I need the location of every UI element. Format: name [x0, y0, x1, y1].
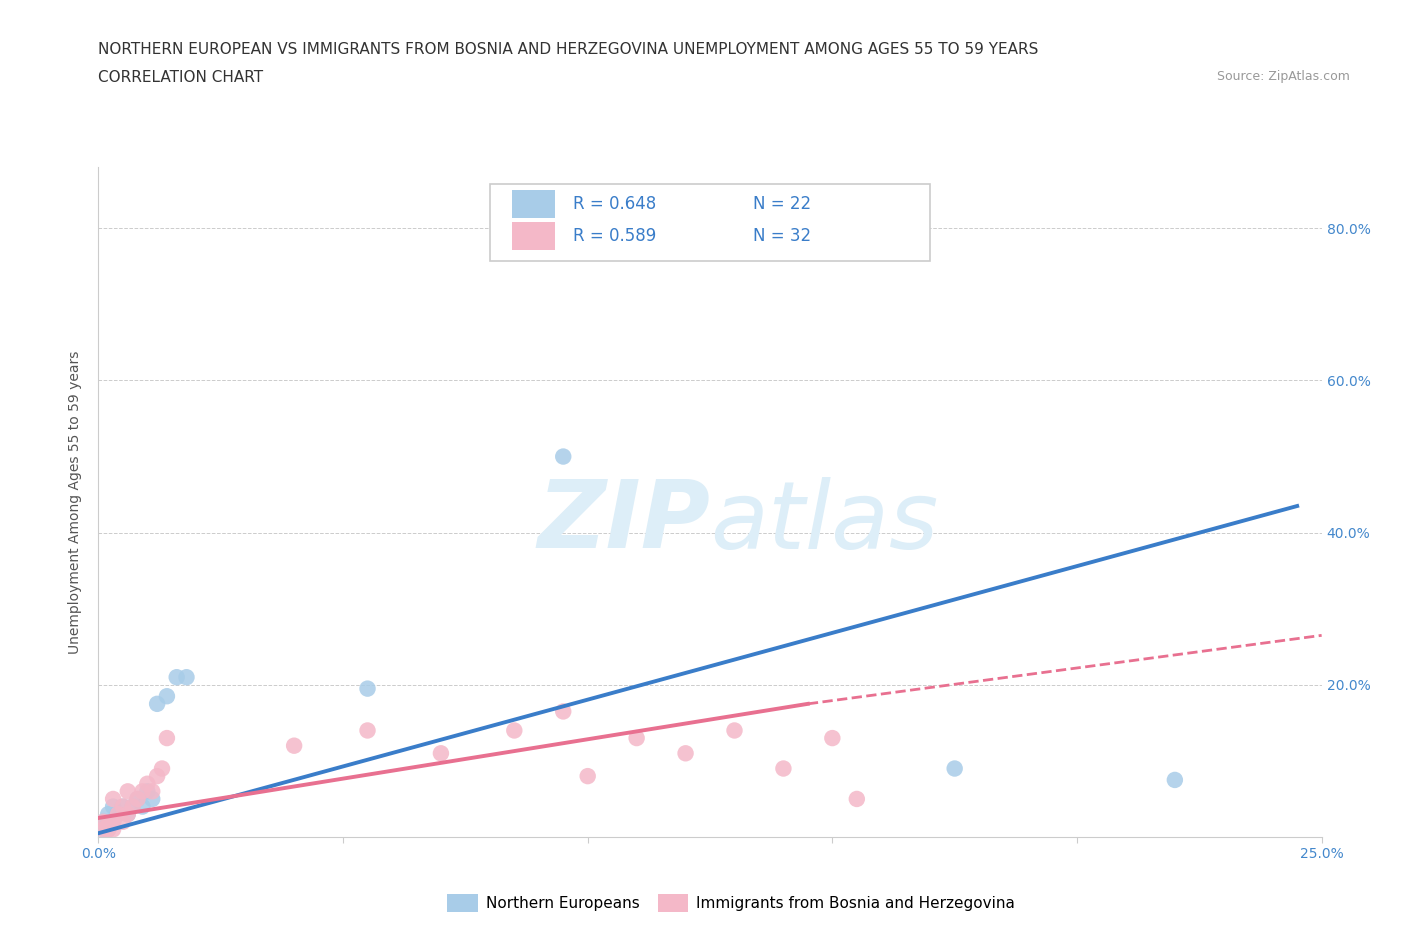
Point: [156, 731, 179, 746]
Legend: Northern Europeans, Immigrants from Bosnia and Herzegovina: Northern Europeans, Immigrants from Bosn…: [441, 888, 1021, 918]
Point: [127, 791, 149, 806]
Point: [101, 815, 124, 830]
Point: [150, 761, 173, 776]
Point: [91, 822, 114, 837]
Point: [141, 791, 163, 806]
FancyBboxPatch shape: [512, 222, 555, 250]
Point: [101, 791, 124, 806]
Point: [97, 822, 120, 837]
Point: [626, 731, 648, 746]
Point: [107, 806, 129, 821]
Point: [356, 681, 378, 696]
Point: [91, 815, 114, 830]
Point: [111, 799, 134, 814]
Point: [356, 723, 378, 737]
Point: [176, 670, 198, 684]
Point: [156, 689, 179, 704]
Point: [553, 704, 575, 719]
Text: atlas: atlas: [710, 477, 938, 568]
Point: [430, 746, 453, 761]
Text: CORRELATION CHART: CORRELATION CHART: [98, 70, 263, 85]
Point: [943, 761, 966, 776]
FancyBboxPatch shape: [489, 184, 931, 261]
Point: [121, 799, 143, 814]
Text: N = 32: N = 32: [752, 227, 811, 246]
Point: [675, 746, 697, 761]
Point: [117, 806, 139, 821]
Point: [117, 784, 139, 799]
Text: R = 0.589: R = 0.589: [574, 227, 657, 246]
Point: [97, 822, 120, 837]
Point: [553, 449, 575, 464]
Point: [131, 784, 153, 799]
Point: [117, 806, 139, 821]
Point: [146, 697, 169, 711]
Point: [107, 806, 129, 821]
Point: [97, 818, 120, 833]
Text: ZIP: ZIP: [537, 476, 710, 568]
Point: [141, 784, 163, 799]
Point: [772, 761, 794, 776]
Point: [166, 670, 188, 684]
Point: [146, 769, 169, 784]
Point: [91, 822, 114, 837]
Point: [576, 769, 599, 784]
Point: [283, 738, 305, 753]
Point: [121, 799, 143, 814]
Point: [136, 777, 159, 791]
Text: N = 22: N = 22: [752, 195, 811, 213]
FancyBboxPatch shape: [512, 190, 555, 219]
Point: [111, 799, 134, 814]
Point: [503, 723, 526, 737]
Point: [1164, 773, 1187, 788]
Point: [136, 784, 159, 799]
Text: NORTHERN EUROPEAN VS IMMIGRANTS FROM BOSNIA AND HERZEGOVINA UNEMPLOYMENT AMONG A: NORTHERN EUROPEAN VS IMMIGRANTS FROM BOS…: [98, 42, 1039, 57]
Point: [101, 815, 124, 830]
Point: [101, 799, 124, 814]
Point: [97, 806, 120, 821]
Text: Source: ZipAtlas.com: Source: ZipAtlas.com: [1216, 70, 1350, 83]
Point: [91, 815, 114, 830]
Point: [101, 822, 124, 837]
Point: [111, 815, 134, 830]
Point: [845, 791, 868, 806]
Text: R = 0.648: R = 0.648: [574, 195, 657, 213]
Y-axis label: Unemployment Among Ages 55 to 59 years: Unemployment Among Ages 55 to 59 years: [69, 351, 83, 654]
Point: [127, 791, 149, 806]
Point: [131, 799, 153, 814]
Point: [821, 731, 844, 746]
Point: [723, 723, 745, 737]
